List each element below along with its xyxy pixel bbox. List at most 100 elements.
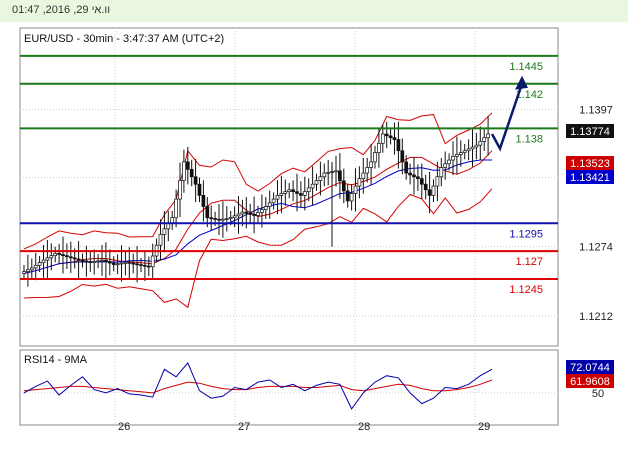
rsi-value-badge-bg	[566, 360, 614, 374]
candle-body	[185, 161, 190, 170]
candle-body	[443, 163, 448, 168]
level-label-3: 1.1295	[509, 228, 543, 240]
candle-body	[178, 180, 182, 200]
candle-body	[365, 167, 370, 174]
candle-body	[419, 178, 424, 185]
candle-body	[65, 255, 69, 258]
candle-body	[435, 176, 440, 187]
candle-body	[37, 262, 42, 266]
chart-title: EUR/USD - 30min - 3:47:37 AM (UTC+2)	[24, 33, 224, 45]
axes: 1.13971.13361.12741.1212262728291.137741…	[118, 104, 614, 433]
date-bar: וו.אי 29, 2016, 01:47	[0, 0, 628, 22]
candle-body	[45, 257, 50, 261]
candle-body	[236, 213, 241, 217]
candle-body	[310, 183, 315, 189]
candle-body	[427, 189, 432, 196]
level-label-5: 1.1245	[509, 284, 543, 296]
candle-body	[189, 168, 194, 178]
candle-body	[107, 261, 112, 264]
candle-body	[447, 159, 451, 165]
candle-body	[482, 137, 487, 142]
rsi-ma-badge-bg	[566, 374, 614, 388]
candle-body	[326, 171, 331, 174]
candle-body	[119, 262, 124, 265]
candle-body	[182, 161, 186, 181]
forecast-arrowhead	[515, 75, 528, 90]
x-tick-label-1: 27	[238, 421, 250, 433]
candle-body	[275, 195, 280, 200]
candle-body	[33, 264, 38, 269]
candle-body	[396, 139, 401, 152]
candle-body	[139, 264, 143, 266]
price-tick-label-3: 1.1212	[579, 311, 613, 323]
candle-body	[72, 257, 77, 260]
candle-body	[244, 211, 249, 214]
candle-body	[197, 183, 202, 196]
rsi-value-badge: 72.0744	[570, 362, 610, 374]
main-panel-frame	[19, 27, 559, 347]
level-label-2: 1.138	[515, 133, 543, 145]
price-tick-label-2: 1.1274	[579, 242, 613, 254]
candle-body	[466, 148, 471, 152]
candle-body	[314, 180, 319, 185]
candle-body	[299, 193, 303, 196]
candle-body	[271, 198, 276, 204]
candle-body	[256, 212, 260, 216]
candle-body	[174, 198, 178, 219]
candle-body	[349, 193, 354, 202]
candle-body	[100, 259, 104, 262]
current-price-badge: 1.13774	[570, 126, 610, 138]
candle-body	[217, 218, 221, 221]
candle-body	[260, 209, 264, 213]
candle-body	[205, 206, 210, 219]
candles	[22, 116, 490, 287]
candle-body	[451, 155, 455, 161]
forecast-arrow	[490, 75, 528, 152]
candle-body	[295, 191, 299, 194]
candle-body	[322, 172, 327, 178]
candle-body	[377, 142, 381, 153]
candle-body	[318, 176, 323, 181]
candle-body	[302, 191, 307, 196]
candle-body	[341, 180, 346, 192]
candle-body	[22, 271, 26, 274]
candle-body	[96, 260, 100, 263]
x-tick-label-2: 28	[358, 421, 370, 433]
candle-body	[478, 141, 483, 146]
candle-body	[306, 187, 311, 192]
candle-body	[462, 150, 467, 153]
rsi-panel-frame	[19, 349, 559, 426]
level-label-0: 1.1445	[509, 61, 543, 73]
candle-body	[53, 253, 58, 256]
rsi-label: RSI14 - 9MA	[24, 354, 88, 366]
x-tick-label-3: 29	[478, 421, 490, 433]
candle-body	[104, 259, 108, 262]
candle-body	[353, 185, 358, 194]
forecast-line	[490, 83, 524, 152]
candle-body	[92, 261, 97, 263]
candle-body	[84, 260, 89, 263]
candle-body	[248, 212, 253, 215]
candle-body	[361, 172, 366, 179]
candle-body	[431, 185, 436, 196]
rsi-tick-50: 50	[592, 388, 604, 400]
candle-body	[224, 218, 229, 220]
lower-band-line	[23, 188, 493, 309]
candle-body	[404, 161, 409, 174]
candle-body	[115, 263, 120, 266]
indicator-badge-blue: 1.13421	[570, 172, 610, 184]
candle-body	[338, 170, 342, 182]
candle-body	[384, 133, 389, 137]
candle-body	[423, 183, 428, 191]
candle-body	[388, 135, 393, 139]
candle-body	[49, 255, 54, 259]
candle-body	[131, 262, 136, 265]
candle-body	[150, 255, 155, 268]
candle-body	[68, 256, 73, 259]
rsi-ma-line	[23, 379, 493, 394]
candle-body	[29, 267, 34, 271]
candle-body	[439, 167, 444, 178]
date-label: וו.אי 29, 2016, 01:47	[12, 4, 111, 16]
level-label-1: 1.142	[515, 89, 543, 101]
candle-body	[201, 195, 206, 207]
